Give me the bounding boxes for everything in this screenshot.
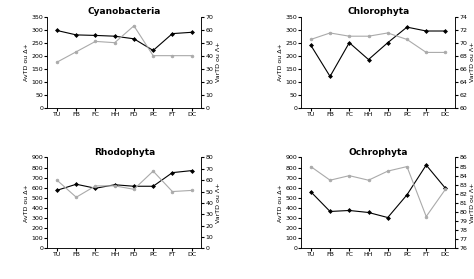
Y-axis label: AvTD ou Δ+: AvTD ou Δ+: [277, 184, 283, 222]
Y-axis label: VarTD ou Λ+: VarTD ou Λ+: [216, 42, 221, 82]
Y-axis label: AvTD ou Δ+: AvTD ou Δ+: [277, 43, 283, 81]
Title: Chlorophyta: Chlorophyta: [347, 7, 409, 16]
Y-axis label: VarTD ou Λ+: VarTD ou Λ+: [470, 183, 474, 223]
Title: Cyanobacteria: Cyanobacteria: [88, 7, 161, 16]
Y-axis label: AvTD ou Δ+: AvTD ou Δ+: [24, 184, 29, 222]
Title: Ochrophyta: Ochrophyta: [348, 148, 408, 157]
Title: Rhodophyta: Rhodophyta: [94, 148, 155, 157]
Y-axis label: AvTD ou Δ+: AvTD ou Δ+: [24, 43, 29, 81]
Y-axis label: VarTD ou Λ+: VarTD ou Λ+: [470, 42, 474, 82]
Y-axis label: VarTD ou Λ+: VarTD ou Λ+: [216, 183, 221, 223]
